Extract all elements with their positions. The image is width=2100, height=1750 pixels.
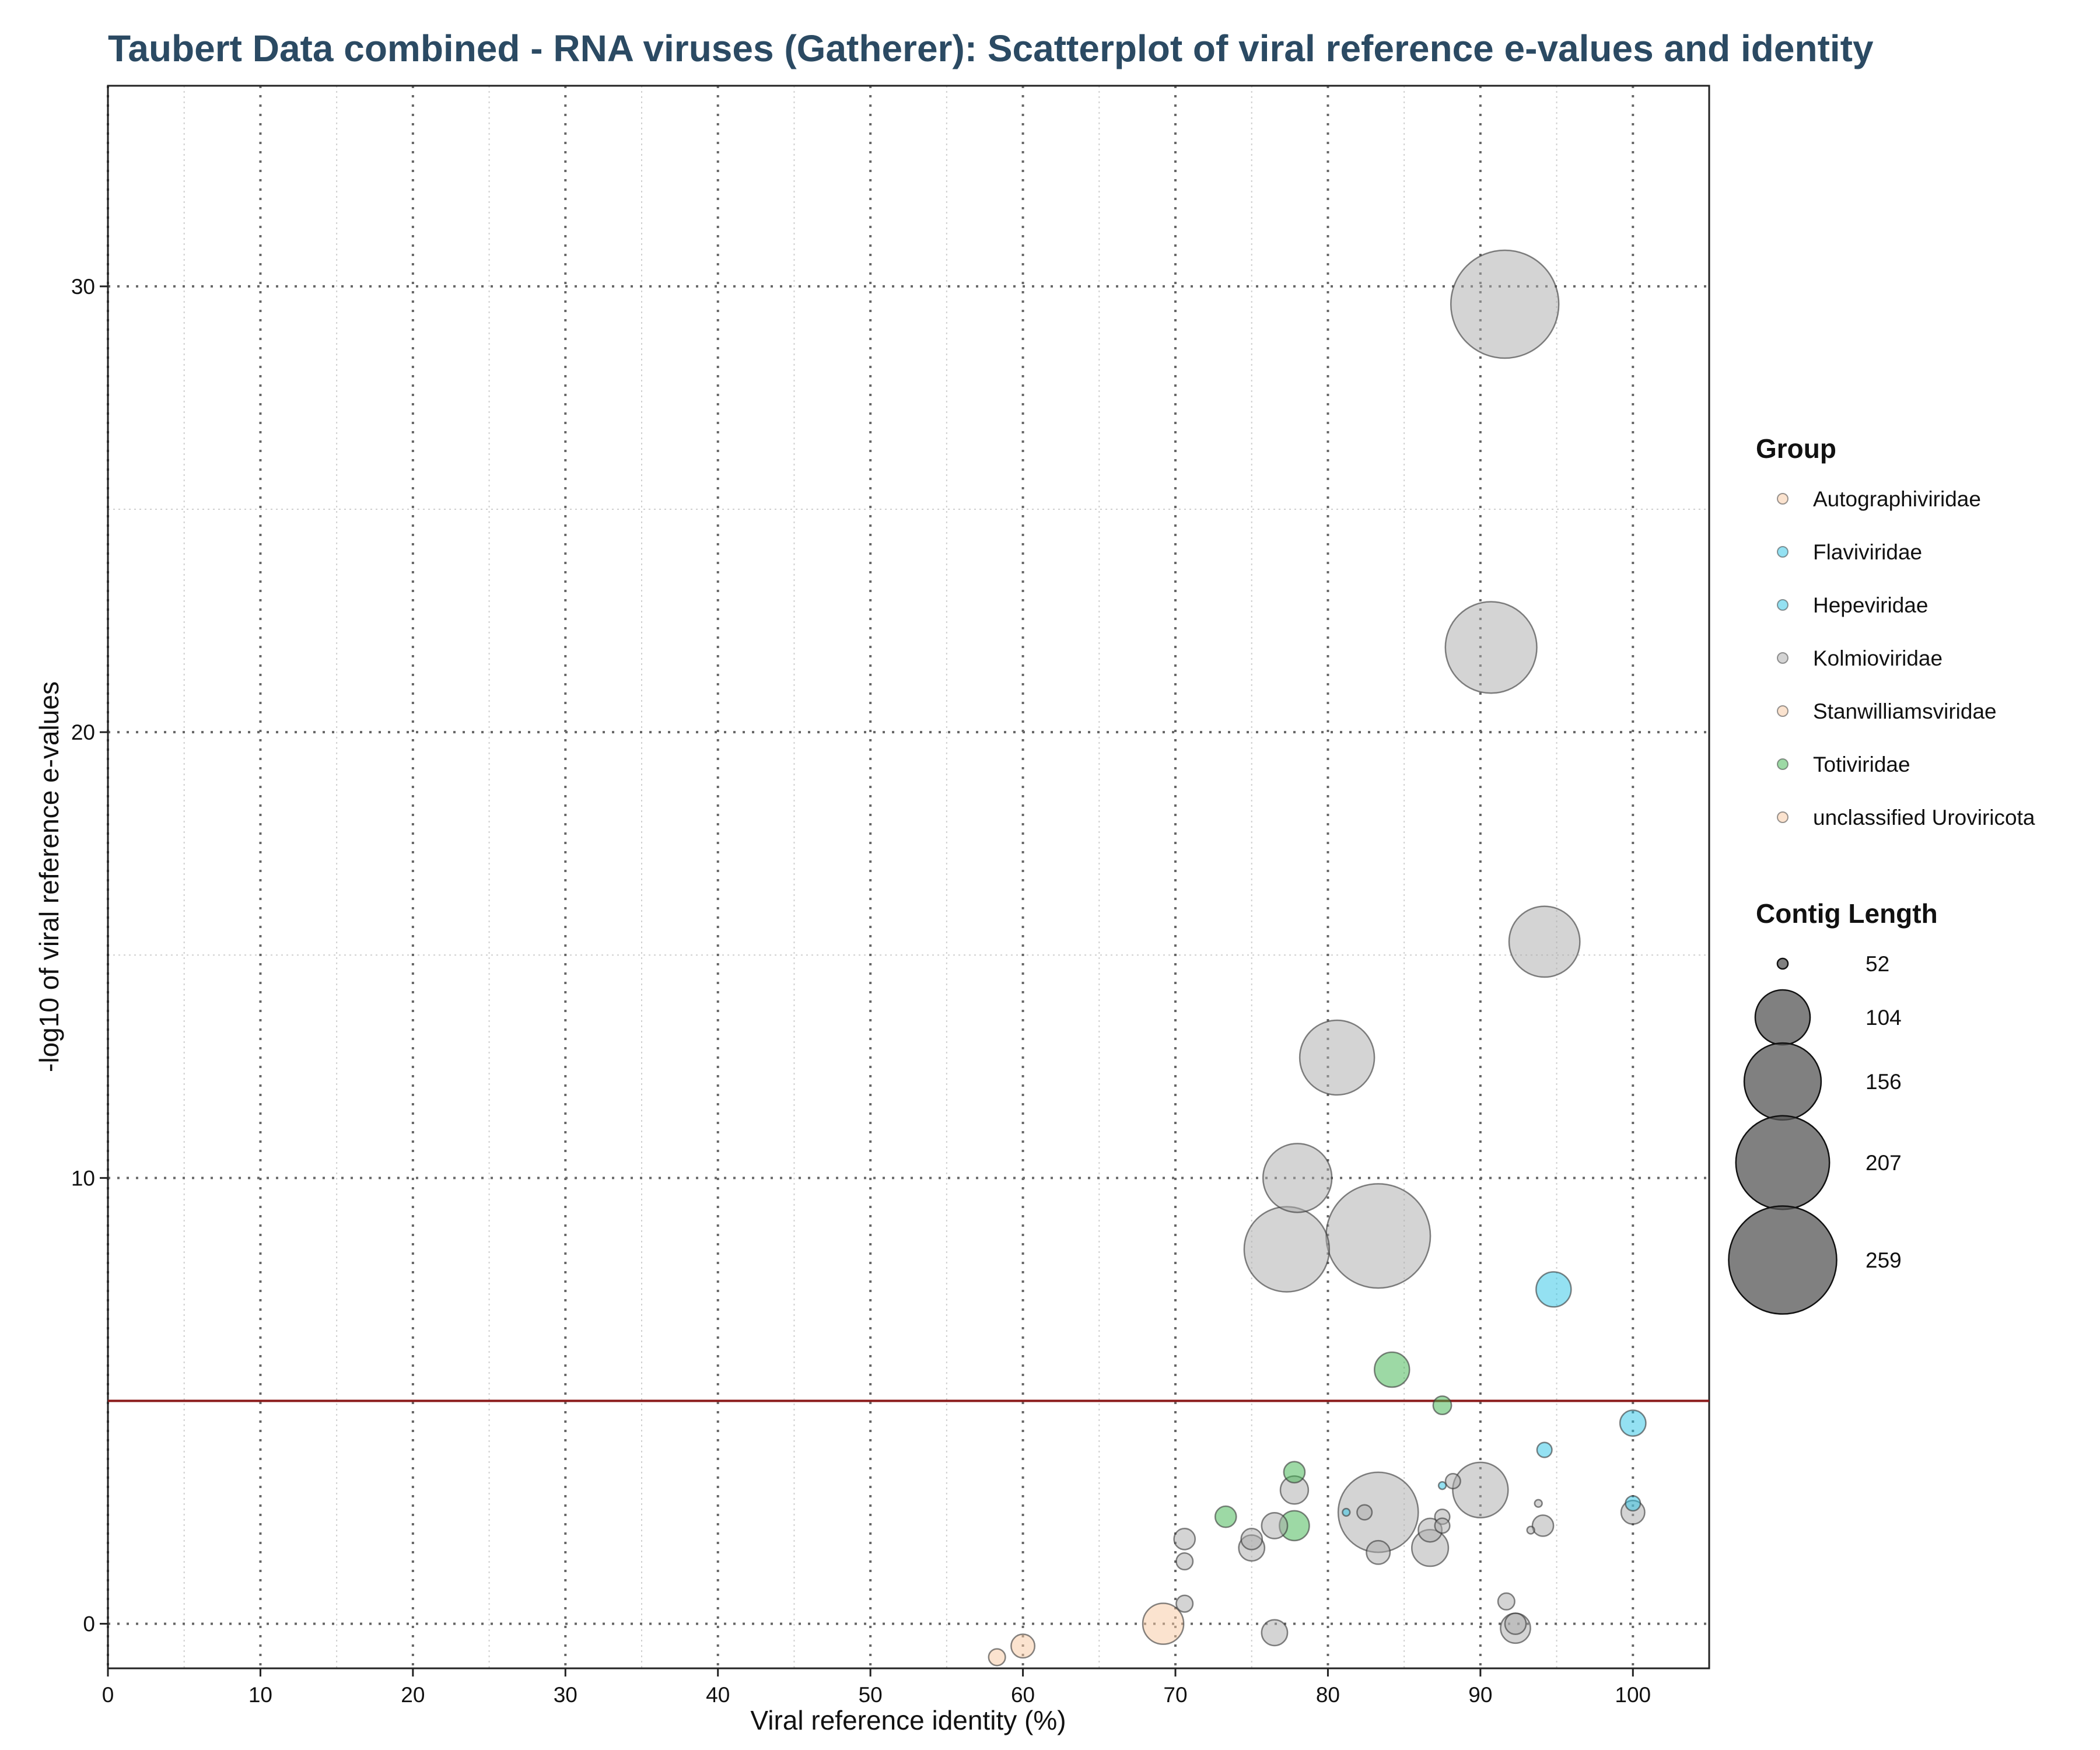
y-tick-label: 20 [71, 720, 95, 744]
data-point [1373, 1351, 1410, 1388]
size-legend-swatch [1728, 1205, 1838, 1315]
size-legend-label: 207 [1866, 1151, 1902, 1175]
plot-border [107, 85, 1710, 1670]
data-point [1010, 1633, 1036, 1659]
data-point [1437, 1481, 1447, 1490]
size-legend-label: 52 [1866, 952, 1889, 976]
data-point [1175, 1552, 1194, 1571]
x-tick-label: 10 [249, 1683, 272, 1707]
legend-label: unclassified Uroviricota [1813, 806, 2035, 830]
data-point [1619, 1409, 1647, 1437]
y-tick-label: 0 [83, 1612, 95, 1636]
data-point [988, 1648, 1006, 1667]
data-point [1536, 1441, 1553, 1458]
data-point [1142, 1602, 1185, 1645]
x-axis-title: Viral reference identity (%) [750, 1705, 1066, 1735]
data-point [1325, 1183, 1432, 1289]
size-legend-title: Contig Length [1756, 898, 1938, 929]
legend-swatch [1777, 811, 1788, 823]
data-point [1434, 1517, 1451, 1534]
x-tick-label: 50 [859, 1683, 883, 1707]
data-point [1261, 1512, 1289, 1539]
x-tick-label: 70 [1163, 1683, 1187, 1707]
x-tick-label: 40 [706, 1683, 730, 1707]
x-tick-label: 100 [1615, 1683, 1651, 1707]
data-point [1531, 1514, 1555, 1537]
legend-swatch [1777, 758, 1788, 770]
data-point [1173, 1528, 1196, 1550]
size-legend-swatch [1754, 989, 1811, 1046]
size-legend-swatch [1743, 1042, 1822, 1121]
data-point [1240, 1528, 1264, 1550]
data-point [1283, 1461, 1306, 1484]
legend-swatch [1777, 493, 1788, 505]
size-legend-label: 156 [1866, 1070, 1902, 1094]
size-legend-swatch [1776, 957, 1789, 970]
data-point [1444, 601, 1538, 694]
legend-label: Totiviridae [1813, 752, 1910, 776]
x-tick-label: 90 [1468, 1683, 1492, 1707]
data-point [1175, 1594, 1194, 1613]
data-point [1452, 1461, 1509, 1519]
size-legend-label: 259 [1866, 1248, 1902, 1272]
legend-label: Flaviviridae [1813, 540, 1922, 564]
data-points [988, 249, 1647, 1667]
data-point [1261, 1619, 1289, 1647]
group-legend-title: Group [1756, 433, 1836, 464]
data-point [1504, 1612, 1527, 1635]
legend-swatch [1777, 652, 1788, 664]
legend-swatch [1777, 546, 1788, 558]
y-axis-title: -log10 of viral reference e-values [34, 681, 64, 1072]
data-point [1444, 1472, 1461, 1490]
x-tick-label: 20 [401, 1683, 425, 1707]
data-point [1450, 249, 1560, 359]
data-point [1497, 1592, 1516, 1611]
data-point [1534, 1499, 1543, 1508]
data-point [1432, 1395, 1452, 1416]
y-tick-label: 30 [71, 275, 95, 299]
y-tick-label: 10 [71, 1166, 95, 1190]
data-point [1526, 1525, 1535, 1535]
grid [107, 86, 1709, 1668]
legend-label: Kolmioviridae [1813, 646, 1943, 670]
data-point [1356, 1504, 1373, 1521]
data-point [1262, 1143, 1333, 1213]
data-point [1625, 1495, 1642, 1512]
chart-title: Taubert Data combined - RNA viruses (Gat… [108, 27, 1874, 69]
size-legend: Contig Length 52 104 156 207 259 [1728, 898, 1938, 1315]
legend-label: Autographiviridae [1813, 487, 1981, 511]
data-point [1214, 1505, 1237, 1528]
data-point [1366, 1539, 1391, 1565]
data-point [1342, 1507, 1351, 1517]
x-tick-label: 80 [1316, 1683, 1340, 1707]
data-point [1243, 1206, 1331, 1293]
x-tick-label: 0 [102, 1683, 114, 1707]
group-legend: Group Autographiviridae Flaviviridae Hepev… [1756, 433, 2035, 830]
size-legend-swatch [1735, 1115, 1831, 1210]
legend-swatch [1777, 705, 1788, 717]
data-point [1535, 1271, 1572, 1308]
x-tick-label: 60 [1011, 1683, 1035, 1707]
data-point [1508, 905, 1581, 978]
y-axis-ticks: 0 10 20 30 [71, 275, 108, 1636]
legend-label: Stanwilliamsviridae [1813, 699, 1997, 723]
x-tick-label: 30 [554, 1683, 578, 1707]
legend-swatch [1777, 599, 1788, 611]
size-legend-label: 104 [1866, 1006, 1902, 1030]
x-axis-ticks: 0 10 20 30 40 50 60 70 80 90 100 [102, 1668, 1651, 1707]
legend-label: Hepeviridae [1813, 593, 1928, 617]
data-point [1298, 1019, 1376, 1096]
